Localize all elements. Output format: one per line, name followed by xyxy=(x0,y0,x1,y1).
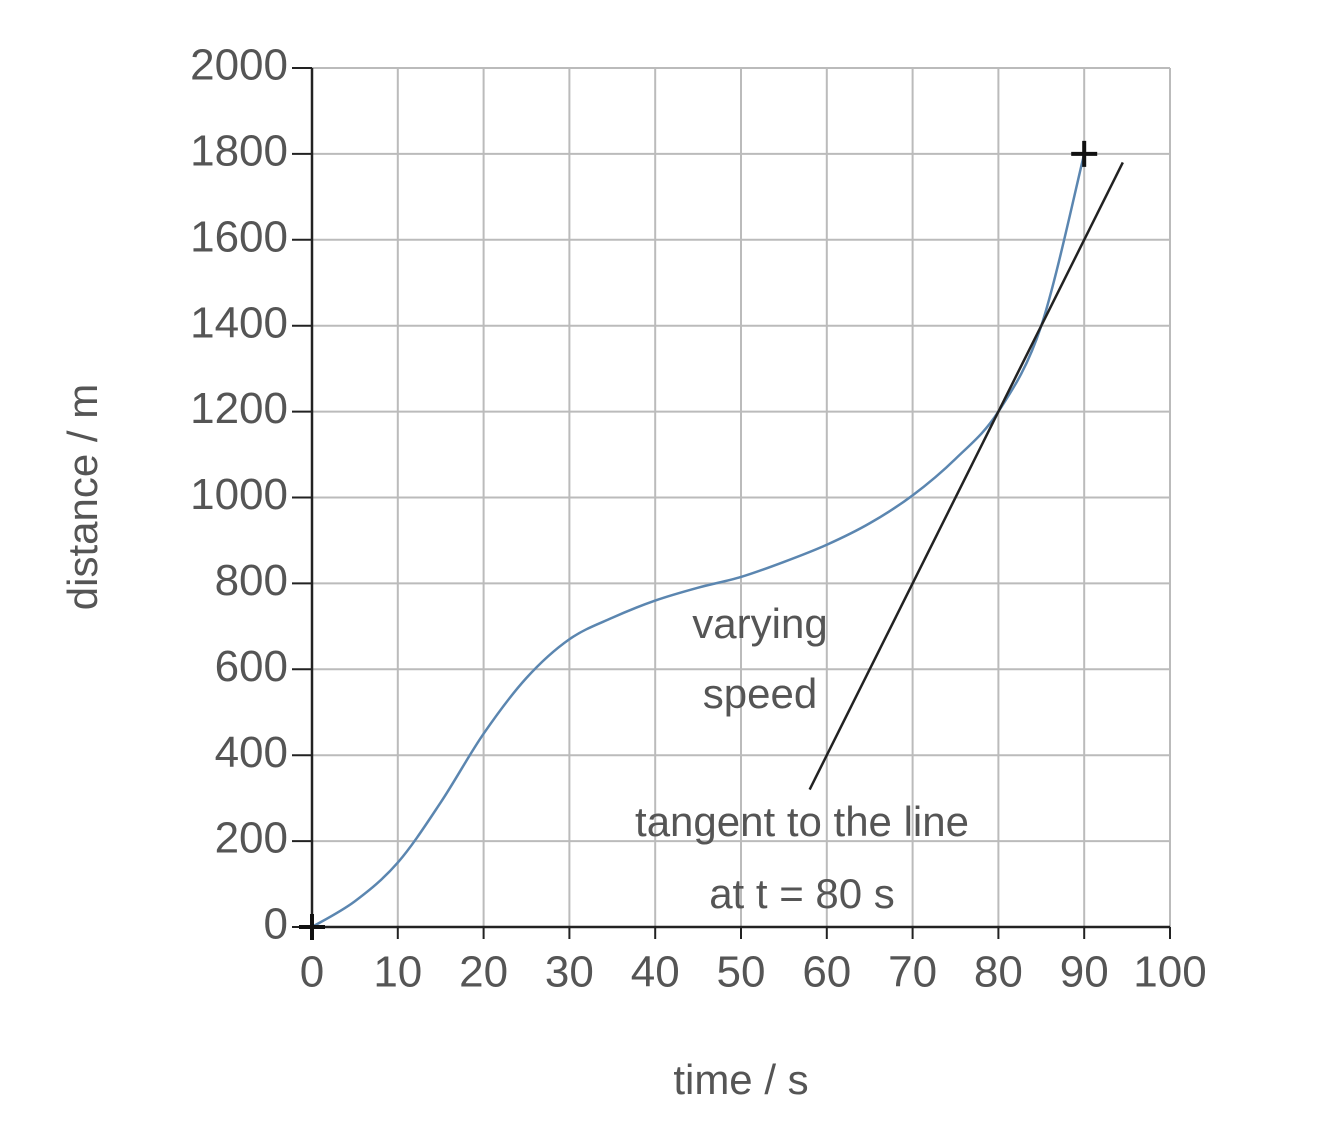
y-tick-label: 1000 xyxy=(190,470,288,519)
line xyxy=(311,153,1086,929)
y-tick-label: 1400 xyxy=(190,298,288,347)
line xyxy=(808,161,1124,791)
x-tick-label: 40 xyxy=(631,948,680,997)
annotation: varying xyxy=(692,600,827,647)
x-tick-label: 100 xyxy=(1133,948,1206,997)
x-tick-label: 20 xyxy=(459,948,508,997)
y-axis-label: distance / m xyxy=(59,384,106,610)
x-tick-label: 50 xyxy=(717,948,766,997)
annotation: speed xyxy=(703,670,817,717)
x-tick-label: 70 xyxy=(888,948,937,997)
plus-marker xyxy=(1071,140,1098,167)
x-tick-label: 30 xyxy=(545,948,594,997)
plus-marker xyxy=(299,914,325,940)
y-tick-label: 0 xyxy=(264,900,288,949)
annotation: tangent to the line xyxy=(635,798,969,845)
y-tick-label: 1800 xyxy=(190,127,288,176)
y-tick-label: 400 xyxy=(215,728,288,777)
annotation: at t = 80 s xyxy=(709,870,895,917)
x-tick-label: 80 xyxy=(974,948,1023,997)
y-tick-label: 1600 xyxy=(190,212,288,261)
x-tick-label: 90 xyxy=(1060,948,1109,997)
x-tick-label: 60 xyxy=(802,948,851,997)
y-tick-label: 2000 xyxy=(190,41,288,90)
y-tick-label: 200 xyxy=(215,814,288,863)
y-tick-label: 600 xyxy=(215,642,288,691)
x-tick-label: 0 xyxy=(300,948,324,997)
y-tick-label: 1200 xyxy=(190,384,288,433)
y-tick-label: 800 xyxy=(215,556,288,605)
x-axis-label: time / s xyxy=(673,1056,808,1103)
x-tick-label: 10 xyxy=(373,948,422,997)
